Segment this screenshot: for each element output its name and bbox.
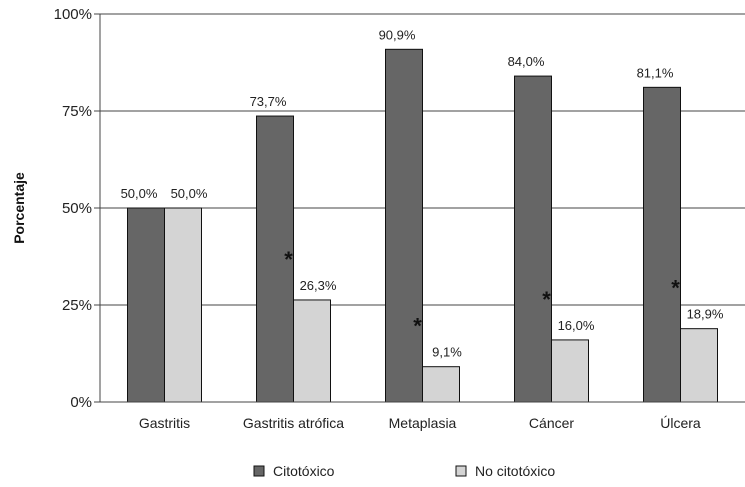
x-category-label: Cáncer [529, 415, 574, 431]
y-tick-label: 100% [54, 6, 92, 23]
data-label: 18,9% [687, 307, 724, 322]
x-category-label: Gastritis [139, 415, 190, 431]
bar-no-citotoxico [293, 299, 331, 403]
data-labels: 50,0% 50,0% 73,7% 26,3% 90,9% 9,1% 84,0% 16,0% 8… [121, 27, 724, 359]
bar-citotoxico [385, 48, 423, 403]
significance-star: * [671, 276, 680, 301]
data-label: 50,0% [121, 186, 158, 201]
significance-star: * [284, 247, 293, 272]
significance-star: * [413, 314, 422, 339]
bar-no-citotoxico [164, 207, 202, 403]
significance-marks: * * * * [284, 247, 680, 339]
data-label: 16,0% [558, 318, 595, 333]
data-label: 50,0% [171, 186, 208, 201]
y-tick-label: 75% [62, 103, 92, 120]
x-category-label: Úlcera [660, 415, 701, 431]
legend-swatch [455, 465, 467, 477]
y-axis-label: Porcentaje [11, 172, 27, 244]
data-label: 26,3% [300, 278, 337, 293]
legend-swatch [253, 465, 265, 477]
bar-citotoxico [514, 75, 552, 403]
bar-no-citotoxico [680, 328, 718, 403]
bar-citotoxico [127, 207, 165, 403]
y-tick-label: 0% [70, 394, 92, 411]
legend-label: No citotóxico [475, 463, 555, 479]
bar-no-citotoxico [551, 339, 589, 403]
legend-label: Citotóxico [273, 463, 335, 479]
y-tick-label: 50% [62, 200, 92, 217]
data-label: 81,1% [637, 65, 674, 80]
data-label: 90,9% [379, 27, 416, 42]
bar-citotoxico [643, 86, 681, 403]
x-axis-categories: Gastritis Gastritis atrófica Metaplasia Cán… [139, 415, 701, 431]
data-label: 9,1% [432, 345, 462, 360]
x-category-label: Metaplasia [389, 415, 457, 431]
data-label: 73,7% [250, 94, 287, 109]
data-label: 84,0% [508, 54, 545, 69]
bars [127, 48, 718, 403]
x-category-label: Gastritis atrófica [243, 415, 344, 431]
bar-no-citotoxico [422, 366, 460, 403]
legend: Citotóxico No citotóxico [253, 463, 555, 479]
bar-citotoxico [256, 115, 294, 403]
y-axis-ticks: 0% 25% 50% 75% 100% [54, 6, 101, 411]
y-tick-label: 25% [62, 297, 92, 314]
significance-star: * [542, 287, 551, 312]
